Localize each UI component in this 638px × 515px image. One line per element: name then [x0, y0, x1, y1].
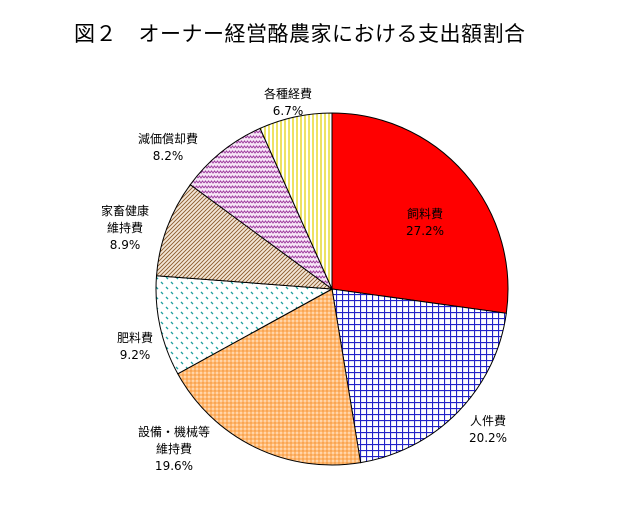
slice-label: 家畜健康維持費 8.9%	[101, 203, 149, 254]
slice-label-name: 維持費	[106, 221, 144, 235]
slice-label-value: 27.2%	[405, 224, 445, 238]
slice-label: 設備・機械等 維持費 19.6%	[138, 424, 210, 475]
slice-label: 各種経費 6.7%	[264, 86, 312, 120]
slice-label-name: 肥料費	[116, 331, 154, 345]
pie-slice	[331, 112, 509, 314]
slice-label-name: 人件費	[469, 414, 506, 428]
slice-label-name: 飼料費	[406, 207, 443, 221]
slice-label: 減価償却費 8.2%	[138, 131, 198, 165]
pie-slice	[259, 112, 333, 290]
slice-label-name: 維持費	[155, 442, 193, 456]
slice-label-name: 減価償却費	[137, 132, 199, 146]
slice-label-name: 家畜健康	[100, 204, 150, 218]
chart-title: 図２ オーナー経営酪農家における支出額割合	[74, 22, 526, 46]
slice-label-name: 各種経費	[263, 87, 313, 101]
slice-label-value: 6.7%	[272, 104, 304, 118]
slice-label: 人件費 20.2%	[469, 413, 507, 447]
pie-slice	[155, 183, 334, 290]
slice-label: 飼料費 27.2%	[406, 206, 444, 240]
slice-label-value: 9.2%	[119, 348, 151, 362]
slice-label: 肥料費 9.2%	[117, 330, 153, 364]
slice-label-value: 8.9%	[109, 238, 141, 252]
slice-label-value: 20.2%	[468, 431, 508, 445]
slice-label-value: 8.2%	[152, 149, 184, 163]
slice-label-name: 設備・機械等	[137, 425, 211, 439]
pie-slice	[331, 288, 507, 464]
pie-slice	[177, 288, 362, 466]
pie-slice	[189, 127, 334, 291]
pie-slice	[155, 275, 334, 375]
slice-label-value: 19.6%	[154, 459, 194, 473]
